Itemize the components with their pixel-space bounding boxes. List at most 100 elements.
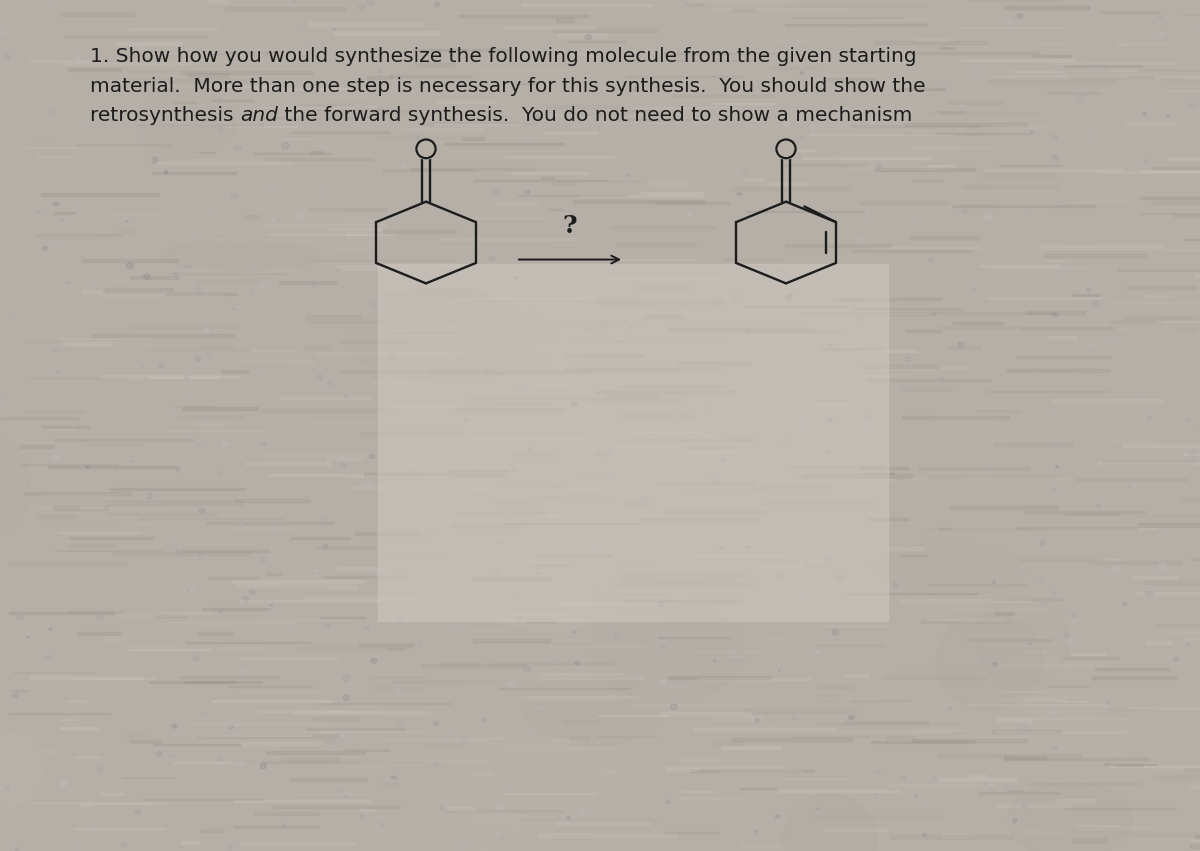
Bar: [960, 27, 1064, 28]
Bar: [660, 569, 744, 571]
Bar: [794, 311, 930, 314]
Ellipse shape: [73, 207, 77, 210]
Ellipse shape: [212, 300, 215, 302]
Bar: [1015, 696, 1082, 699]
Bar: [1006, 369, 1110, 372]
Bar: [557, 19, 574, 22]
Bar: [604, 120, 709, 123]
Bar: [37, 515, 76, 517]
Bar: [97, 231, 223, 232]
Ellipse shape: [797, 423, 802, 426]
Ellipse shape: [1070, 614, 1075, 617]
Bar: [502, 747, 618, 751]
Bar: [563, 720, 599, 722]
Ellipse shape: [984, 782, 988, 785]
Bar: [282, 758, 338, 761]
Bar: [1165, 89, 1200, 91]
Ellipse shape: [1159, 563, 1165, 569]
Bar: [665, 831, 719, 833]
Bar: [208, 1, 228, 3]
Ellipse shape: [482, 718, 486, 721]
Ellipse shape: [563, 498, 565, 501]
Ellipse shape: [73, 847, 77, 849]
Bar: [544, 132, 598, 134]
Bar: [668, 677, 770, 678]
Ellipse shape: [433, 722, 438, 725]
Ellipse shape: [958, 342, 964, 347]
Bar: [862, 365, 940, 368]
Bar: [552, 29, 656, 32]
Ellipse shape: [1054, 591, 1056, 595]
Bar: [415, 63, 455, 66]
Bar: [922, 620, 1012, 623]
Ellipse shape: [204, 419, 206, 420]
Bar: [463, 681, 510, 683]
Bar: [1032, 54, 1070, 57]
Bar: [720, 769, 804, 773]
Bar: [942, 833, 968, 836]
Bar: [821, 348, 881, 351]
Bar: [335, 247, 472, 248]
Bar: [1144, 294, 1171, 297]
Bar: [319, 730, 395, 732]
Ellipse shape: [782, 439, 787, 443]
Ellipse shape: [1142, 112, 1146, 116]
Bar: [311, 420, 436, 421]
Bar: [289, 209, 342, 211]
Ellipse shape: [44, 655, 50, 660]
Bar: [785, 24, 926, 26]
Bar: [608, 52, 655, 54]
Bar: [224, 7, 344, 9]
Ellipse shape: [234, 146, 241, 150]
Bar: [727, 50, 785, 52]
Bar: [1016, 356, 1111, 357]
Ellipse shape: [1052, 313, 1057, 317]
Bar: [538, 834, 677, 837]
Bar: [1158, 624, 1200, 625]
Bar: [439, 569, 502, 573]
Bar: [59, 719, 79, 720]
Ellipse shape: [444, 359, 449, 363]
Bar: [118, 615, 184, 616]
Bar: [580, 195, 703, 197]
Bar: [568, 41, 624, 43]
Ellipse shape: [55, 245, 58, 247]
Bar: [822, 828, 887, 831]
Bar: [224, 52, 276, 53]
Bar: [402, 129, 482, 131]
Bar: [24, 492, 131, 494]
Bar: [413, 49, 508, 51]
Ellipse shape: [581, 812, 586, 815]
Ellipse shape: [197, 443, 202, 446]
Bar: [378, 264, 888, 621]
Ellipse shape: [600, 115, 604, 118]
Bar: [700, 351, 798, 353]
Bar: [1174, 214, 1200, 217]
Ellipse shape: [1147, 416, 1151, 420]
Ellipse shape: [530, 463, 694, 499]
Ellipse shape: [334, 29, 336, 31]
Ellipse shape: [594, 585, 600, 589]
Bar: [337, 567, 385, 569]
Bar: [359, 644, 414, 646]
Bar: [937, 754, 1081, 757]
Bar: [246, 462, 330, 465]
Bar: [928, 619, 1004, 620]
Bar: [1146, 641, 1171, 643]
Bar: [468, 398, 608, 399]
Bar: [988, 80, 1116, 83]
Bar: [787, 465, 883, 467]
Bar: [36, 156, 72, 157]
Bar: [254, 812, 319, 815]
Bar: [598, 715, 666, 717]
Ellipse shape: [1166, 532, 1168, 533]
Bar: [449, 470, 515, 471]
Ellipse shape: [317, 375, 323, 380]
Ellipse shape: [877, 537, 883, 541]
Bar: [857, 2, 914, 3]
Bar: [242, 691, 324, 693]
Ellipse shape: [494, 570, 502, 574]
Bar: [644, 597, 665, 598]
Bar: [767, 181, 806, 185]
Ellipse shape: [1092, 300, 1098, 306]
